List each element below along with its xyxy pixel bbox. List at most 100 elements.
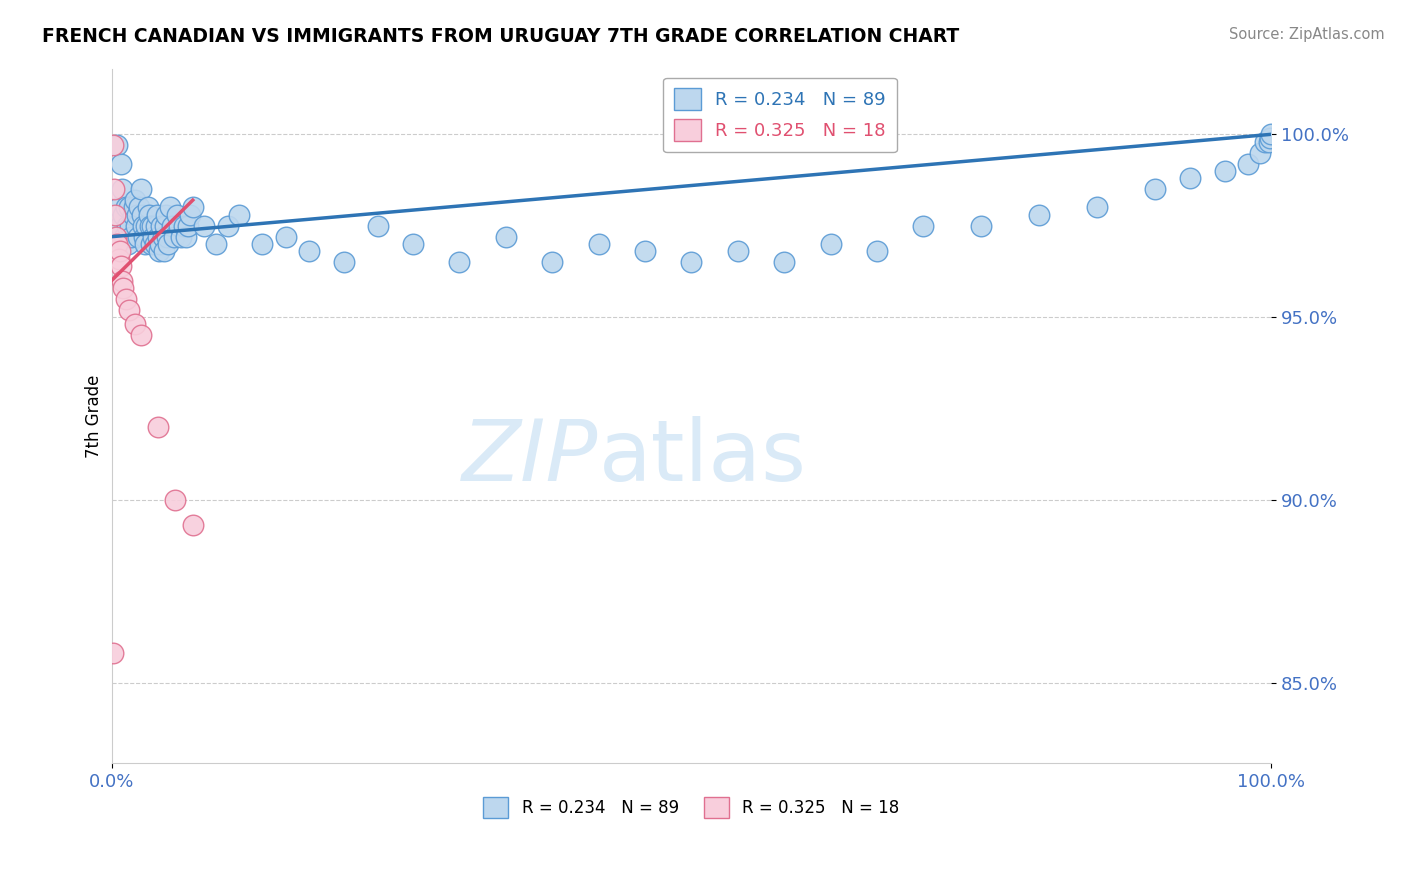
Text: FRENCH CANADIAN VS IMMIGRANTS FROM URUGUAY 7TH GRADE CORRELATION CHART: FRENCH CANADIAN VS IMMIGRANTS FROM URUGU…	[42, 27, 959, 45]
Point	[160, 219, 183, 233]
Point	[166, 208, 188, 222]
Point	[145, 219, 167, 233]
Point	[274, 229, 297, 244]
Point	[110, 259, 132, 273]
Point	[114, 292, 136, 306]
Point	[146, 419, 169, 434]
Y-axis label: 7th Grade: 7th Grade	[86, 374, 103, 458]
Point	[150, 219, 173, 233]
Point	[298, 244, 321, 259]
Point	[1213, 164, 1236, 178]
Point	[1085, 201, 1108, 215]
Point	[107, 138, 129, 153]
Point	[165, 492, 187, 507]
Point	[108, 219, 131, 233]
Point	[132, 219, 155, 233]
Point	[104, 208, 127, 222]
Point	[110, 156, 132, 170]
Point	[148, 244, 170, 259]
Point	[153, 219, 176, 233]
Point	[1260, 128, 1282, 142]
Point	[129, 182, 152, 196]
Point	[367, 219, 389, 233]
Point	[112, 229, 135, 244]
Text: atlas: atlas	[599, 416, 807, 499]
Point	[115, 219, 138, 233]
Point	[129, 328, 152, 343]
Point	[1257, 135, 1279, 149]
Point	[167, 219, 190, 233]
Point	[1144, 182, 1167, 196]
Point	[179, 208, 201, 222]
Point	[1254, 135, 1277, 149]
Point	[139, 219, 162, 233]
Point	[135, 219, 157, 233]
Point	[136, 201, 159, 215]
Point	[117, 237, 139, 252]
Point	[402, 237, 425, 252]
Point	[127, 229, 149, 244]
Point	[217, 219, 239, 233]
Point	[820, 237, 842, 252]
Point	[111, 182, 134, 196]
Point	[181, 201, 204, 215]
Point	[108, 244, 131, 259]
Point	[495, 229, 517, 244]
Point	[727, 244, 749, 259]
Point	[107, 201, 129, 215]
Point	[125, 219, 148, 233]
Point	[228, 208, 250, 222]
Text: Source: ZipAtlas.com: Source: ZipAtlas.com	[1229, 27, 1385, 42]
Point	[153, 244, 176, 259]
Point	[141, 219, 163, 233]
Point	[120, 229, 142, 244]
Point	[111, 274, 134, 288]
Point	[1258, 131, 1281, 145]
Point	[174, 229, 197, 244]
Point	[114, 201, 136, 215]
Point	[107, 237, 129, 252]
Point	[112, 281, 135, 295]
Point	[1237, 156, 1260, 170]
Point	[139, 237, 162, 252]
Point	[127, 208, 149, 222]
Point	[177, 219, 200, 233]
Point	[101, 647, 124, 661]
Point	[970, 219, 993, 233]
Point	[112, 208, 135, 222]
Point	[128, 201, 150, 215]
Point	[1178, 171, 1201, 186]
Point	[912, 219, 935, 233]
Point	[773, 255, 796, 269]
Point	[156, 229, 179, 244]
Point	[118, 302, 141, 317]
Point	[634, 244, 657, 259]
Point	[146, 229, 169, 244]
Legend: R = 0.234   N = 89, R = 0.325   N = 18: R = 0.234 N = 89, R = 0.325 N = 18	[477, 790, 905, 824]
Point	[181, 518, 204, 533]
Point	[120, 219, 142, 233]
Point	[866, 244, 889, 259]
Point	[107, 252, 129, 266]
Point	[681, 255, 703, 269]
Point	[588, 237, 610, 252]
Point	[155, 208, 177, 222]
Point	[252, 237, 274, 252]
Point	[163, 229, 186, 244]
Point	[105, 229, 128, 244]
Point	[205, 237, 228, 252]
Point	[131, 208, 153, 222]
Point	[157, 237, 180, 252]
Point	[132, 229, 155, 244]
Point	[122, 201, 145, 215]
Point	[159, 201, 181, 215]
Point	[1249, 145, 1271, 160]
Point	[103, 182, 125, 196]
Point	[146, 208, 169, 222]
Point	[142, 229, 165, 244]
Point	[124, 318, 146, 332]
Point	[101, 138, 124, 153]
Point	[173, 219, 195, 233]
Point	[332, 255, 354, 269]
Point	[541, 255, 564, 269]
